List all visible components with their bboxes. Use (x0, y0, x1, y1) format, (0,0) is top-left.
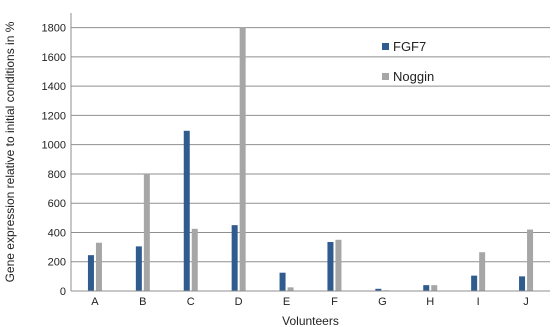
x-tick-label: C (187, 296, 195, 308)
x-tick-label: F (331, 296, 338, 308)
bar-fgf7-h (423, 285, 430, 291)
y-tick-label: 1400 (42, 81, 66, 93)
x-axis-title: Volunteers (282, 314, 339, 327)
y-tick-label: 1800 (42, 23, 66, 35)
x-tick-label: H (426, 296, 434, 308)
bar-fgf7-b (135, 246, 142, 291)
bar-noggin-h (431, 285, 438, 291)
x-tick-label: D (235, 296, 243, 308)
y-axis-title: Gene expression relative to initial cond… (3, 21, 17, 282)
bar-fgf7-d (231, 225, 238, 291)
y-tick-label: 1200 (42, 110, 66, 122)
x-tick-label: I (477, 296, 480, 308)
bar-noggin-d (239, 27, 246, 291)
legend-swatch-noggin (382, 73, 389, 80)
bar-fgf7-a (87, 255, 94, 291)
y-tick-label: 1600 (42, 52, 66, 64)
y-tick-label: 1000 (42, 140, 66, 152)
bar-fgf7-g (375, 288, 382, 291)
bar-fgf7-c (183, 130, 190, 291)
x-tick-labels: A B C D E F G H I J (91, 296, 529, 308)
x-tick-label: B (139, 296, 146, 308)
bar-noggin-e (287, 287, 294, 291)
x-tick-label: A (91, 296, 99, 308)
y-tick-label: 200 (48, 257, 66, 269)
gridlines (71, 27, 550, 263)
bar-noggin-j (527, 229, 534, 291)
bar-noggin-b (143, 173, 150, 291)
legend: FGF7 Noggin (382, 39, 434, 84)
x-tick-label: J (523, 296, 529, 308)
x-tick-label: E (283, 296, 290, 308)
y-tick-label: 600 (48, 198, 66, 210)
bar-fgf7-e (279, 272, 286, 291)
bar-noggin-c (191, 228, 198, 291)
bar-noggin-f (335, 239, 342, 291)
y-tick-labels: 0 200 400 600 800 1000 1200 1400 1600 1800 (42, 23, 66, 298)
bar-fgf7-j (519, 276, 526, 291)
bar-fgf7-i (471, 275, 478, 291)
bars (87, 27, 534, 291)
legend-swatch-fgf7 (382, 43, 389, 50)
bar-noggin-a (95, 242, 102, 291)
bar-noggin-i (479, 252, 486, 291)
x-tick-label: G (378, 296, 387, 308)
y-tick-label: 400 (48, 227, 66, 239)
legend-label-noggin: Noggin (393, 69, 434, 84)
legend-label-fgf7: FGF7 (393, 39, 426, 54)
bar-fgf7-f (327, 241, 334, 291)
y-tick-label: 0 (60, 286, 66, 298)
y-tick-label: 800 (48, 169, 66, 181)
